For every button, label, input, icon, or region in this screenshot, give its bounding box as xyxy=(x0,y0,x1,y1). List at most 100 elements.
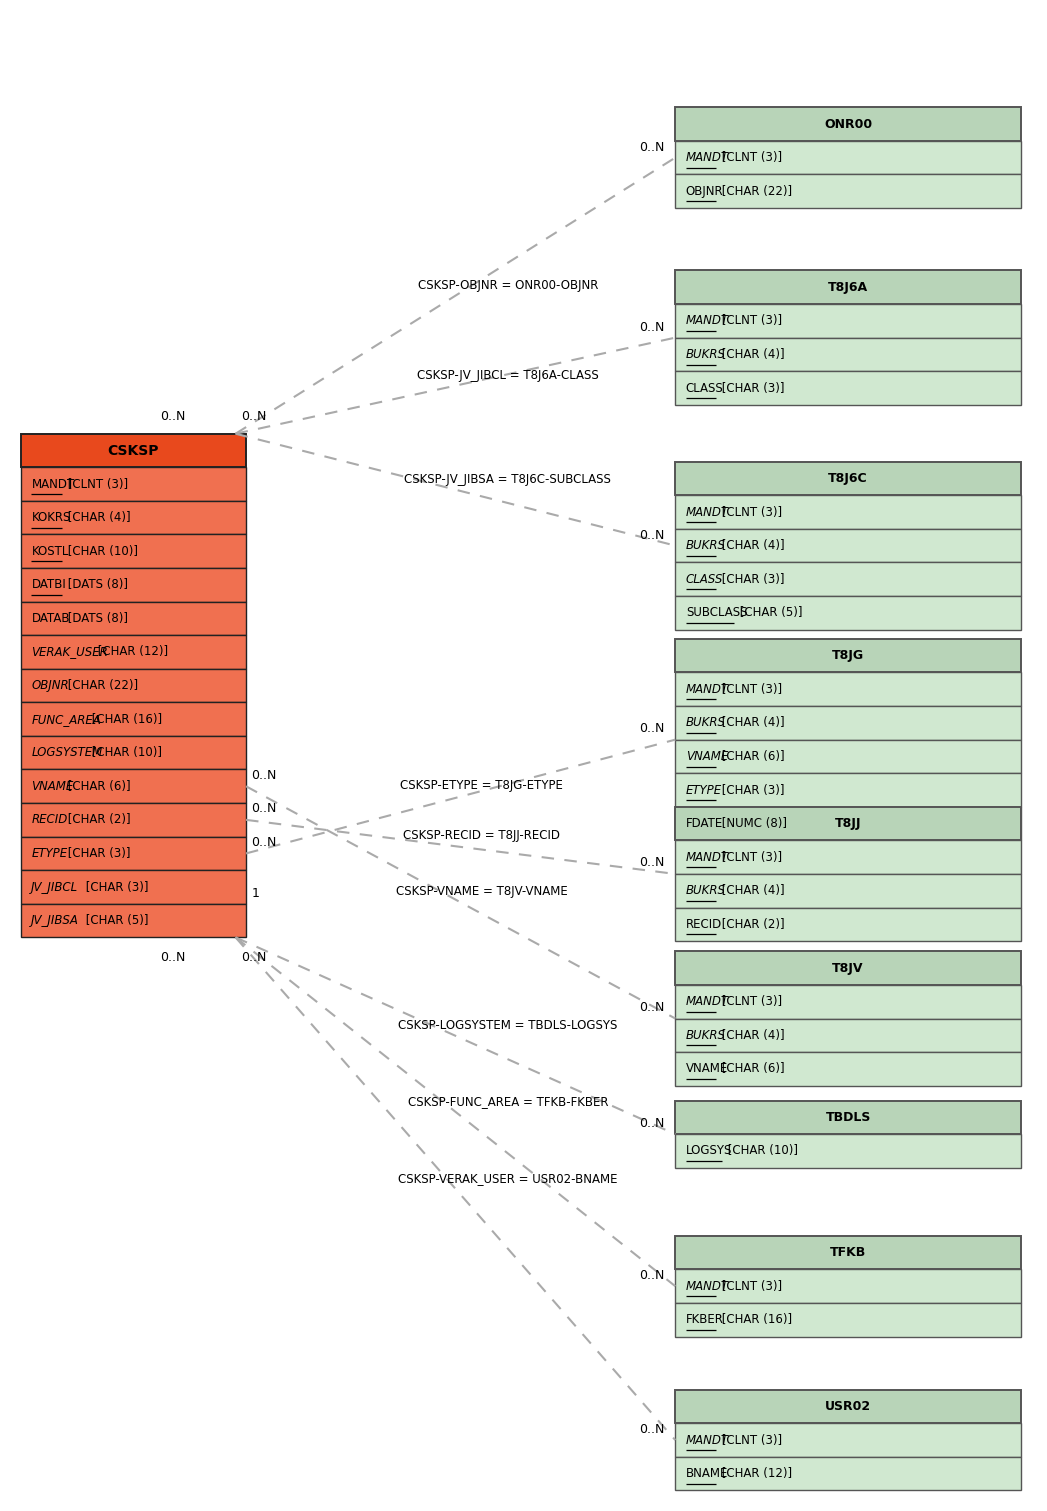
Text: [CHAR (6)]: [CHAR (6)] xyxy=(718,749,785,763)
Text: 1: 1 xyxy=(251,887,260,901)
FancyBboxPatch shape xyxy=(675,1052,1021,1086)
Text: MANDT: MANDT xyxy=(686,683,729,695)
Text: [CHAR (4)]: [CHAR (4)] xyxy=(64,511,131,524)
Text: [CHAR (12)]: [CHAR (12)] xyxy=(94,645,169,659)
Text: MANDT: MANDT xyxy=(686,506,729,518)
Text: [CLNT (3)]: [CLNT (3)] xyxy=(718,506,782,518)
FancyBboxPatch shape xyxy=(675,1100,1021,1135)
Text: T8JJ: T8JJ xyxy=(834,817,862,830)
Text: [CHAR (10)]: [CHAR (10)] xyxy=(725,1144,798,1157)
FancyBboxPatch shape xyxy=(675,840,1021,873)
FancyBboxPatch shape xyxy=(21,870,246,904)
Text: T8J6A: T8J6A xyxy=(828,281,868,293)
Text: [CHAR (5)]: [CHAR (5)] xyxy=(82,914,149,928)
Text: 0..N: 0..N xyxy=(640,722,665,734)
Text: [CLNT (3)]: [CLNT (3)] xyxy=(718,683,782,695)
Text: CLASS: CLASS xyxy=(686,381,723,394)
Text: 0..N: 0..N xyxy=(241,952,266,964)
Text: DATBI: DATBI xyxy=(31,579,66,591)
FancyBboxPatch shape xyxy=(675,1457,1021,1490)
Text: KOKRS: KOKRS xyxy=(31,511,71,524)
FancyBboxPatch shape xyxy=(21,703,246,736)
Text: 0..N: 0..N xyxy=(241,409,266,423)
Text: 0..N: 0..N xyxy=(160,952,185,964)
Text: VNAME: VNAME xyxy=(686,749,728,763)
Text: FKBER: FKBER xyxy=(686,1313,723,1327)
Text: TFKB: TFKB xyxy=(830,1247,866,1259)
FancyBboxPatch shape xyxy=(675,1236,1021,1269)
Text: CLASS: CLASS xyxy=(686,573,723,586)
Text: 0..N: 0..N xyxy=(251,802,276,816)
Text: CSKSP-RECID = T8JJ-RECID: CSKSP-RECID = T8JJ-RECID xyxy=(403,830,560,842)
Text: MANDT: MANDT xyxy=(31,477,74,491)
Text: 0..N: 0..N xyxy=(640,529,665,542)
Text: RECID: RECID xyxy=(31,813,68,827)
Text: CSKSP-VERAK_USER = USR02-BNAME: CSKSP-VERAK_USER = USR02-BNAME xyxy=(398,1173,618,1185)
Text: 0..N: 0..N xyxy=(640,1118,665,1130)
Text: TBDLS: TBDLS xyxy=(825,1111,871,1124)
Text: T8JV: T8JV xyxy=(832,961,864,975)
FancyBboxPatch shape xyxy=(675,807,1021,840)
FancyBboxPatch shape xyxy=(675,562,1021,595)
Text: MANDT: MANDT xyxy=(686,151,729,165)
Text: [CHAR (3)]: [CHAR (3)] xyxy=(718,784,785,796)
Text: [CHAR (3)]: [CHAR (3)] xyxy=(718,573,785,586)
Text: VNAME: VNAME xyxy=(31,780,73,793)
FancyBboxPatch shape xyxy=(21,467,246,500)
Text: VERAK_USER: VERAK_USER xyxy=(31,645,108,659)
Text: KOSTL: KOSTL xyxy=(31,545,69,558)
Text: T8JG: T8JG xyxy=(832,650,864,662)
Text: ETYPE: ETYPE xyxy=(31,848,68,860)
FancyBboxPatch shape xyxy=(675,337,1021,372)
FancyBboxPatch shape xyxy=(675,1390,1021,1423)
FancyBboxPatch shape xyxy=(21,500,246,535)
Text: [CLNT (3)]: [CLNT (3)] xyxy=(718,1280,782,1293)
FancyBboxPatch shape xyxy=(675,107,1021,141)
Text: 0..N: 0..N xyxy=(251,769,276,781)
Text: 0..N: 0..N xyxy=(640,1000,665,1014)
FancyBboxPatch shape xyxy=(675,304,1021,337)
FancyBboxPatch shape xyxy=(21,568,246,601)
Text: 0..N: 0..N xyxy=(640,141,665,154)
Text: ONR00: ONR00 xyxy=(824,118,872,130)
FancyBboxPatch shape xyxy=(21,904,246,937)
FancyBboxPatch shape xyxy=(21,669,246,703)
Text: [CHAR (3)]: [CHAR (3)] xyxy=(82,881,149,893)
Text: [CHAR (4)]: [CHAR (4)] xyxy=(718,348,785,361)
Text: BUKRS: BUKRS xyxy=(686,884,726,898)
FancyBboxPatch shape xyxy=(675,1302,1021,1337)
Text: VNAME: VNAME xyxy=(686,1062,728,1076)
Text: [CLNT (3)]: [CLNT (3)] xyxy=(718,314,782,328)
Text: [CLNT (3)]: [CLNT (3)] xyxy=(718,851,782,864)
Text: MANDT: MANDT xyxy=(686,314,729,328)
Text: [CHAR (4)]: [CHAR (4)] xyxy=(718,716,785,730)
Text: [CHAR (10)]: [CHAR (10)] xyxy=(64,545,138,558)
Text: ETYPE: ETYPE xyxy=(686,784,722,796)
Text: CSKSP-VNAME = T8JV-VNAME: CSKSP-VNAME = T8JV-VNAME xyxy=(396,885,567,898)
Text: MANDT: MANDT xyxy=(686,996,729,1008)
Text: LOGSYSTEM: LOGSYSTEM xyxy=(31,746,103,759)
Text: RECID: RECID xyxy=(686,917,722,931)
Text: 0..N: 0..N xyxy=(640,857,665,869)
FancyBboxPatch shape xyxy=(675,141,1021,174)
Text: USR02: USR02 xyxy=(825,1401,871,1413)
Text: [CHAR (22)]: [CHAR (22)] xyxy=(64,678,138,692)
Text: [CHAR (5)]: [CHAR (5)] xyxy=(736,606,803,620)
FancyBboxPatch shape xyxy=(21,837,246,870)
FancyBboxPatch shape xyxy=(21,601,246,635)
Text: CSKSP: CSKSP xyxy=(108,444,159,458)
Text: 0..N: 0..N xyxy=(640,1423,665,1437)
FancyBboxPatch shape xyxy=(675,807,1021,840)
Text: MANDT: MANDT xyxy=(686,851,729,864)
FancyBboxPatch shape xyxy=(21,769,246,802)
Text: FUNC_AREA: FUNC_AREA xyxy=(31,713,102,725)
Text: [CHAR (10)]: [CHAR (10)] xyxy=(88,746,162,759)
Text: LOGSYS: LOGSYS xyxy=(686,1144,732,1157)
FancyBboxPatch shape xyxy=(675,496,1021,529)
Text: [DATS (8)]: [DATS (8)] xyxy=(64,612,128,626)
Text: [CHAR (22)]: [CHAR (22)] xyxy=(718,184,793,198)
Text: OBJNR: OBJNR xyxy=(31,678,69,692)
FancyBboxPatch shape xyxy=(21,736,246,769)
FancyBboxPatch shape xyxy=(675,270,1021,304)
Text: [CHAR (3)]: [CHAR (3)] xyxy=(718,381,785,394)
